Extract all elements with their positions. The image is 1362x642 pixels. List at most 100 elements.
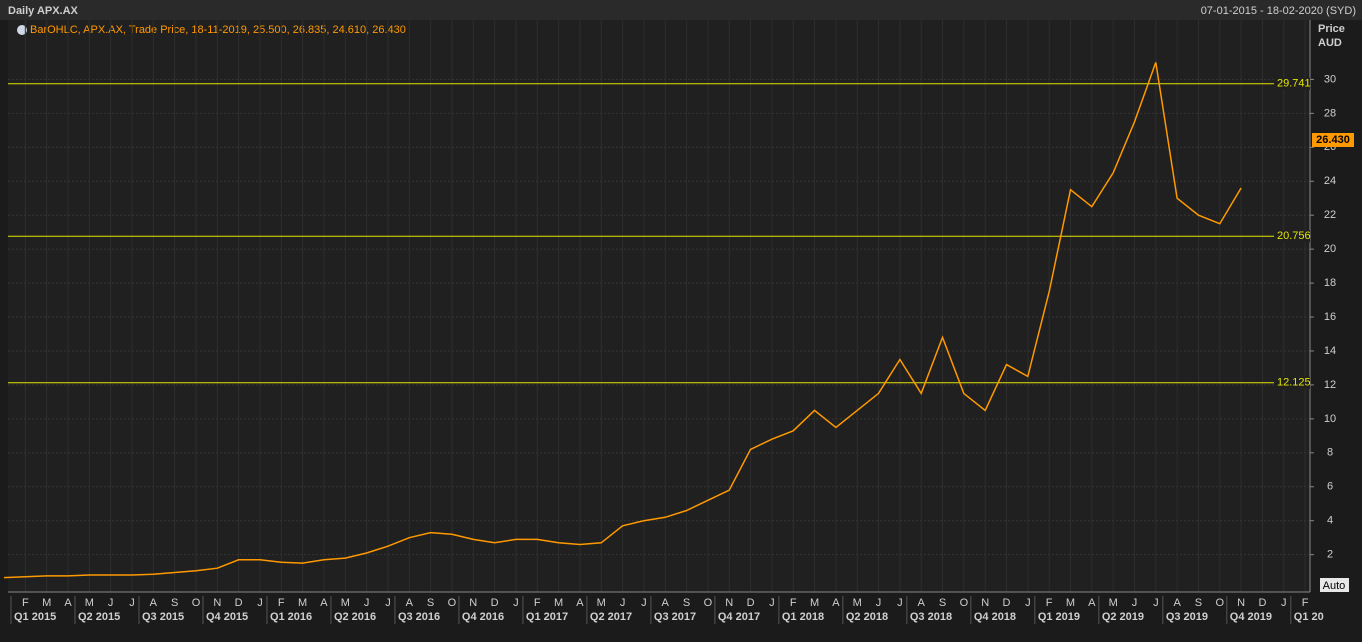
auto-button-label[interactable]: Auto xyxy=(1323,580,1346,592)
quarter-label: Q2 2019 xyxy=(1102,611,1144,623)
quarter-label: Q1 2016 xyxy=(270,611,312,623)
auto-button[interactable] xyxy=(1320,578,1349,592)
y-tick-label: 28 xyxy=(1324,107,1336,119)
quarter-label: Q1 2018 xyxy=(782,611,824,623)
y-tick-label: 20 xyxy=(1324,243,1336,255)
x-tick-label: D xyxy=(235,597,243,609)
x-tick-label: A xyxy=(64,597,72,609)
x-tick-label: S xyxy=(683,597,690,609)
y-tick-label: 24 xyxy=(1324,175,1336,187)
x-tick-label: A xyxy=(832,597,840,609)
x-tick-label: O xyxy=(1216,597,1225,609)
x-tick-label: M xyxy=(298,597,307,609)
x-tick-label: J xyxy=(385,597,391,609)
x-tick-label: M xyxy=(1109,597,1118,609)
x-tick-label: O xyxy=(704,597,713,609)
y-tick-label: 30 xyxy=(1324,73,1336,85)
x-tick-label: J xyxy=(641,597,647,609)
quarter-label: Q3 2018 xyxy=(910,611,952,623)
x-tick-label: N xyxy=(213,597,221,609)
quarter-label: Q1 2015 xyxy=(14,611,56,623)
y-tick-label: 18 xyxy=(1324,277,1336,289)
x-tick-label: F xyxy=(790,597,797,609)
x-tick-label: O xyxy=(192,597,201,609)
y-tick-label: 16 xyxy=(1324,311,1336,323)
y-axis-unit: AUD xyxy=(1318,37,1342,49)
quarter-label: Q4 2017 xyxy=(718,611,760,623)
x-tick-label: M xyxy=(554,597,563,609)
y-tick-label: 8 xyxy=(1327,447,1333,459)
legend-icon xyxy=(17,25,27,35)
x-tick-label: F xyxy=(1046,597,1053,609)
quarter-label: Q3 2019 xyxy=(1166,611,1208,623)
x-tick-label: J xyxy=(1153,597,1159,609)
quarter-label: Q2 2016 xyxy=(334,611,376,623)
x-tick-label: A xyxy=(576,597,584,609)
y-tick-label: 10 xyxy=(1324,413,1336,425)
level-label: 20.756 xyxy=(1277,230,1311,242)
x-tick-label: M xyxy=(1066,597,1075,609)
x-tick-label: M xyxy=(597,597,606,609)
x-tick-label: A xyxy=(662,597,670,609)
x-tick-label: A xyxy=(320,597,328,609)
x-tick-label: D xyxy=(491,597,499,609)
y-tick-label: 4 xyxy=(1327,515,1333,527)
level-label: 12.125 xyxy=(1277,377,1311,389)
quarter-label: Q4 2015 xyxy=(206,611,248,623)
y-tick-label: 14 xyxy=(1324,345,1336,357)
x-tick-label: S xyxy=(171,597,178,609)
quarter-label: Q3 2015 xyxy=(142,611,184,623)
x-tick-label: M xyxy=(810,597,819,609)
x-tick-label: J xyxy=(1025,597,1031,609)
quarter-label: Q4 2016 xyxy=(462,611,504,623)
x-tick-label: M xyxy=(85,597,94,609)
x-tick-label: J xyxy=(513,597,519,609)
x-tick-label: A xyxy=(1173,597,1181,609)
level-label-bg xyxy=(1274,230,1310,243)
y-tick-label: 22 xyxy=(1324,209,1336,221)
x-tick-label: J xyxy=(620,597,626,609)
x-tick-label: O xyxy=(960,597,969,609)
x-tick-label: D xyxy=(1258,597,1266,609)
x-tick-label: J xyxy=(897,597,903,609)
quarter-label: Q4 2019 xyxy=(1230,611,1272,623)
y-axis-title: Price xyxy=(1318,23,1345,35)
x-tick-label: J xyxy=(364,597,370,609)
x-tick-label: F xyxy=(22,597,29,609)
x-tick-label: J xyxy=(876,597,882,609)
last-price-tag xyxy=(1312,133,1354,148)
level-label-bg xyxy=(1274,376,1310,389)
price-line xyxy=(3,62,1242,579)
quarter-label: Q1 20 xyxy=(1294,611,1324,623)
x-tick-label: M xyxy=(42,597,51,609)
x-tick-label: F xyxy=(1302,597,1309,609)
x-tick-label: J xyxy=(769,597,775,609)
x-tick-label: S xyxy=(1195,597,1202,609)
x-tick-label: A xyxy=(406,597,414,609)
x-tick-label: N xyxy=(469,597,477,609)
y-tick-label: 2 xyxy=(1327,549,1333,561)
x-tick-label: A xyxy=(918,597,926,609)
x-tick-label: J xyxy=(129,597,135,609)
quarter-label: Q3 2016 xyxy=(398,611,440,623)
chart-title: Daily APX.AX xyxy=(8,5,79,17)
x-tick-label: A xyxy=(1088,597,1096,609)
x-tick-label: F xyxy=(278,597,285,609)
y-tick-label: 12 xyxy=(1324,379,1336,391)
x-tick-label: S xyxy=(427,597,434,609)
legend-text: BarOHLC, APX.AX, Trade Price, 18-11-2019… xyxy=(30,24,406,36)
quarter-label: Q2 2015 xyxy=(78,611,120,623)
x-tick-label: M xyxy=(853,597,862,609)
level-label: 29.741 xyxy=(1277,78,1311,90)
quarter-label: Q3 2017 xyxy=(654,611,696,623)
x-tick-label: N xyxy=(981,597,989,609)
last-price-label: 26.430 xyxy=(1316,134,1350,146)
x-tick-label: N xyxy=(725,597,733,609)
x-tick-label: D xyxy=(747,597,755,609)
x-tick-label: A xyxy=(150,597,158,609)
plot-area xyxy=(8,20,1310,592)
x-tick-label: J xyxy=(1281,597,1287,609)
x-tick-label: S xyxy=(939,597,946,609)
x-tick-label: N xyxy=(1237,597,1245,609)
